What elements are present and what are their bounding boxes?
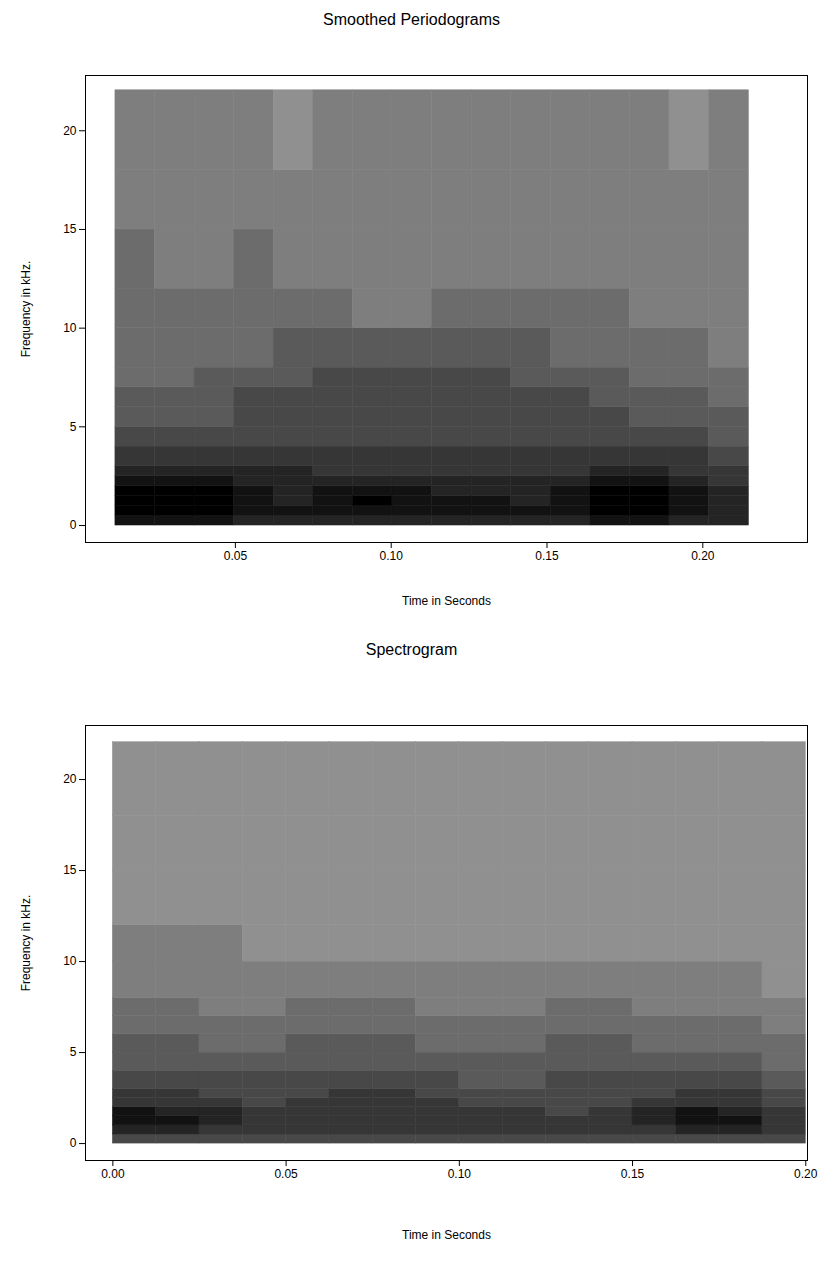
svg-text:0.05: 0.05: [274, 1167, 298, 1181]
svg-text:0: 0: [70, 1136, 77, 1150]
svg-text:0.10: 0.10: [380, 549, 404, 563]
svg-text:0.15: 0.15: [535, 549, 559, 563]
html-text:Smoothed Periodograms: Smoothed Periodograms: [323, 11, 500, 28]
svg-text:Time in Seconds: Time in Seconds: [402, 1228, 491, 1242]
svg-text:15: 15: [63, 222, 77, 236]
html-text:Spectrogram: Spectrogram: [365, 641, 458, 658]
svg-text:10: 10: [63, 321, 77, 335]
svg-text:0.10: 0.10: [448, 1167, 472, 1181]
svg-text:0: 0: [70, 518, 77, 532]
svg-text:15: 15: [63, 863, 77, 877]
svg-text:0.20: 0.20: [794, 1167, 818, 1181]
svg-text:5: 5: [70, 420, 77, 434]
svg-text:Frequency in kHz.: Frequency in kHz.: [19, 261, 33, 358]
svg-text:20: 20: [63, 124, 77, 138]
svg-text:0.20: 0.20: [691, 549, 715, 563]
svg-text:20: 20: [63, 772, 77, 786]
svg-text:Time in Seconds: Time in Seconds: [402, 594, 491, 608]
svg-text:Frequency in kHz.: Frequency in kHz.: [19, 895, 33, 992]
svg-text:5: 5: [70, 1045, 77, 1059]
svg-text:0.15: 0.15: [621, 1167, 645, 1181]
svg-text:10: 10: [63, 954, 77, 968]
svg-text:0.05: 0.05: [224, 549, 248, 563]
svg-text:0.00: 0.00: [101, 1167, 125, 1181]
